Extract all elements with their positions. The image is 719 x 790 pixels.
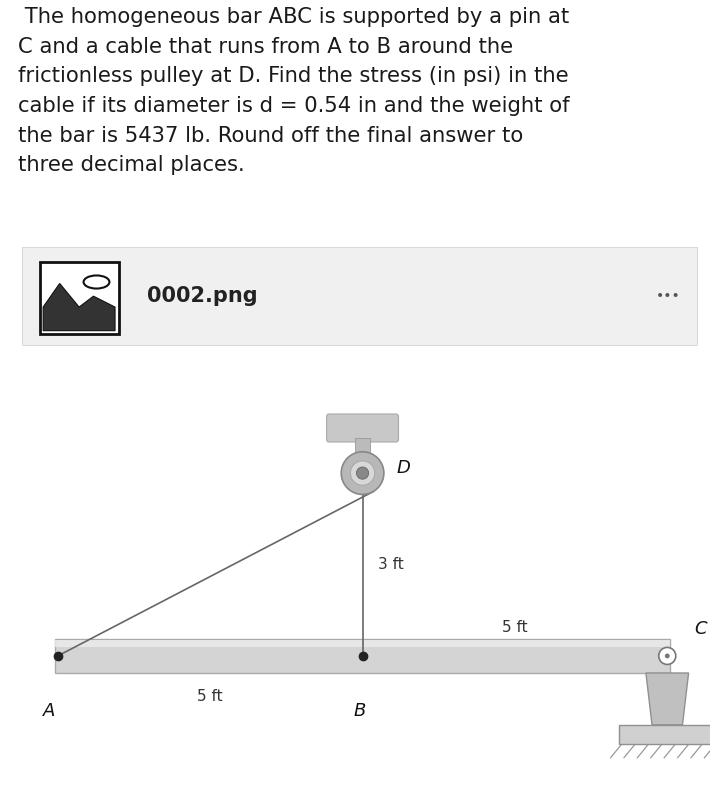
Circle shape xyxy=(659,647,676,664)
Circle shape xyxy=(357,467,369,480)
Text: 5 ft: 5 ft xyxy=(502,619,528,634)
Text: B: B xyxy=(353,702,366,720)
Circle shape xyxy=(665,653,669,658)
Text: •••: ••• xyxy=(656,289,681,303)
Text: D: D xyxy=(396,459,410,477)
FancyBboxPatch shape xyxy=(618,724,716,744)
Polygon shape xyxy=(43,284,115,331)
FancyBboxPatch shape xyxy=(55,639,670,673)
Circle shape xyxy=(342,452,384,495)
FancyBboxPatch shape xyxy=(55,640,670,647)
Text: The homogeneous bar ABC is supported by a pin at
C and a cable that runs from A : The homogeneous bar ABC is supported by … xyxy=(18,7,569,175)
FancyBboxPatch shape xyxy=(355,438,370,468)
Text: 0002.png: 0002.png xyxy=(147,286,258,307)
Text: A: A xyxy=(42,702,55,720)
Polygon shape xyxy=(646,673,689,724)
FancyBboxPatch shape xyxy=(326,414,398,442)
Text: 5 ft: 5 ft xyxy=(198,690,223,705)
Text: 3 ft: 3 ft xyxy=(377,557,403,572)
FancyBboxPatch shape xyxy=(40,261,119,334)
Text: C: C xyxy=(695,619,707,638)
FancyBboxPatch shape xyxy=(22,247,697,345)
Circle shape xyxy=(350,461,375,485)
Circle shape xyxy=(83,276,109,288)
